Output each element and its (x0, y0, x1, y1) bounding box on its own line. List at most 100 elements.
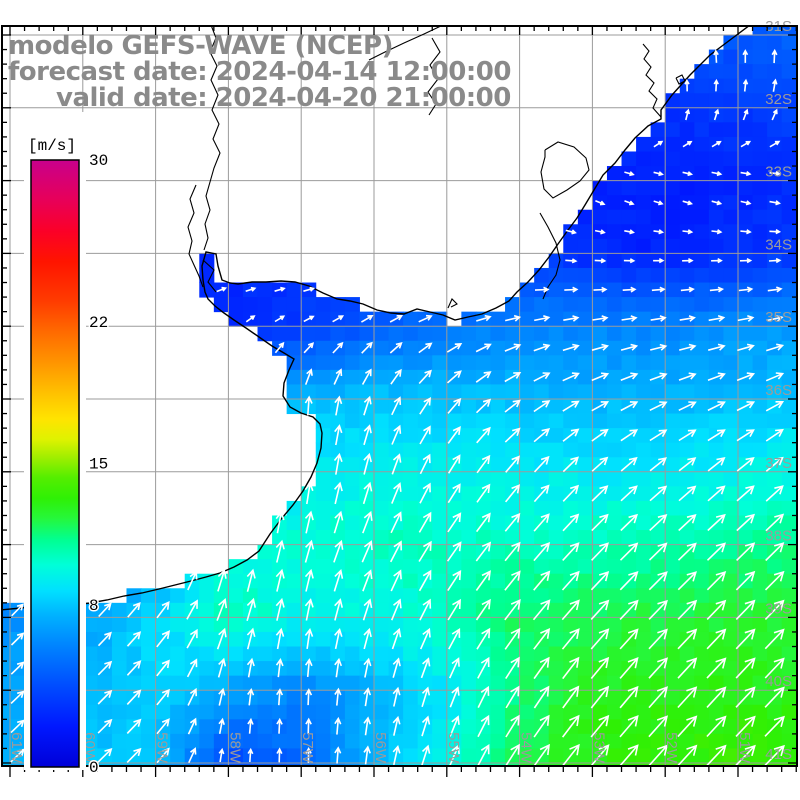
lon-tick-label: 61W (8, 732, 25, 764)
speed-cell (606, 500, 623, 516)
speed-cell (403, 399, 419, 415)
speed-cell (723, 631, 739, 648)
speed-cell (315, 661, 331, 677)
speed-cell (723, 661, 739, 677)
wind-arrow (333, 539, 344, 563)
wind-arrow (447, 598, 461, 621)
speed-cell (752, 384, 768, 400)
wind-arrow (678, 429, 697, 442)
speed-cell (475, 646, 491, 662)
speed-cell (213, 675, 229, 691)
speed-cell (257, 763, 273, 766)
speed-cell (548, 588, 564, 604)
speed-cell (374, 530, 390, 546)
speed-cell (738, 35, 754, 51)
wind-arrow (156, 600, 170, 619)
speed-cell (781, 355, 797, 371)
speed-cell (548, 442, 564, 458)
speed-cell (199, 267, 215, 284)
speed-cell (534, 384, 550, 400)
speed-cell (621, 530, 637, 546)
speed-cell (679, 180, 695, 196)
wind-arrow (591, 542, 609, 561)
wind-arrow (275, 597, 285, 621)
speed-cell (723, 282, 739, 298)
speed-cell (111, 602, 127, 618)
speed-cell (228, 690, 244, 706)
speed-cell (403, 675, 419, 691)
lat-tick-label: 36S (765, 382, 792, 399)
wind-arrow (534, 286, 550, 293)
speed-cell (723, 544, 739, 560)
speed-cell (82, 631, 98, 648)
speed-cell (752, 413, 768, 429)
wind-arrow (766, 314, 784, 322)
speed-cell (301, 733, 317, 749)
speed-cell (432, 763, 448, 766)
speed-cell (665, 733, 681, 749)
wind-arrow (274, 286, 286, 292)
speed-cell (286, 369, 302, 385)
speed-cell (374, 675, 390, 691)
speed-cell (679, 209, 695, 225)
wind-arrow (360, 314, 374, 323)
speed-cell (374, 486, 390, 502)
speed-cell (767, 326, 783, 342)
wind-arrow (476, 426, 491, 444)
speed-cell (374, 515, 390, 531)
speed-cell (592, 646, 608, 662)
speed-cell (738, 617, 754, 633)
speed-cell (548, 297, 564, 313)
speed-cell (286, 733, 302, 749)
speed-cell (665, 617, 681, 633)
speed-cell (475, 442, 491, 458)
wind-arrow (739, 257, 753, 264)
speed-cell (330, 355, 346, 371)
speed-cell (752, 122, 768, 138)
wind-arrow (447, 483, 461, 504)
speed-cell (111, 748, 127, 764)
speed-cell (563, 733, 579, 749)
speed-cell (417, 500, 433, 516)
speed-cell (475, 763, 491, 766)
speed-cell (461, 733, 477, 749)
speed-cell (505, 646, 521, 662)
speed-cell (344, 617, 360, 633)
wind-arrow (735, 599, 756, 620)
speed-cell (694, 151, 710, 167)
speed-cell (315, 763, 331, 766)
wind-arrow (706, 744, 727, 766)
speed-cell (403, 544, 419, 560)
speed-cell (694, 399, 710, 415)
speed-cell (446, 355, 462, 371)
speed-cell (519, 471, 535, 487)
wind-arrow (275, 510, 285, 534)
speed-cell (621, 559, 637, 575)
lat-tick-label: 38S (765, 528, 792, 545)
speed-cell (446, 646, 462, 662)
speed-cell (563, 588, 579, 604)
speed-cell (461, 704, 477, 720)
speed-cell (374, 355, 390, 371)
speed-cell (374, 617, 390, 633)
speed-cell (228, 588, 244, 604)
wind-arrow (246, 657, 255, 678)
speed-cell (636, 631, 652, 648)
speed-cell (141, 719, 157, 735)
wind-arrow (476, 483, 491, 503)
speed-cell (534, 500, 550, 516)
speed-cell (694, 122, 710, 138)
speed-cell (738, 442, 754, 458)
speed-cell (184, 588, 200, 604)
speed-cell (432, 442, 448, 458)
speed-cell (563, 238, 579, 254)
wind-arrow (97, 631, 112, 647)
lat-tick-label: 39S (765, 600, 792, 617)
speed-cell (621, 180, 637, 196)
wind-arrow (562, 372, 580, 382)
wind-arrow (594, 229, 606, 235)
speed-cell (781, 763, 797, 766)
speed-cell (665, 428, 681, 444)
wind-arrow (708, 315, 726, 322)
speed-cell (606, 326, 623, 342)
